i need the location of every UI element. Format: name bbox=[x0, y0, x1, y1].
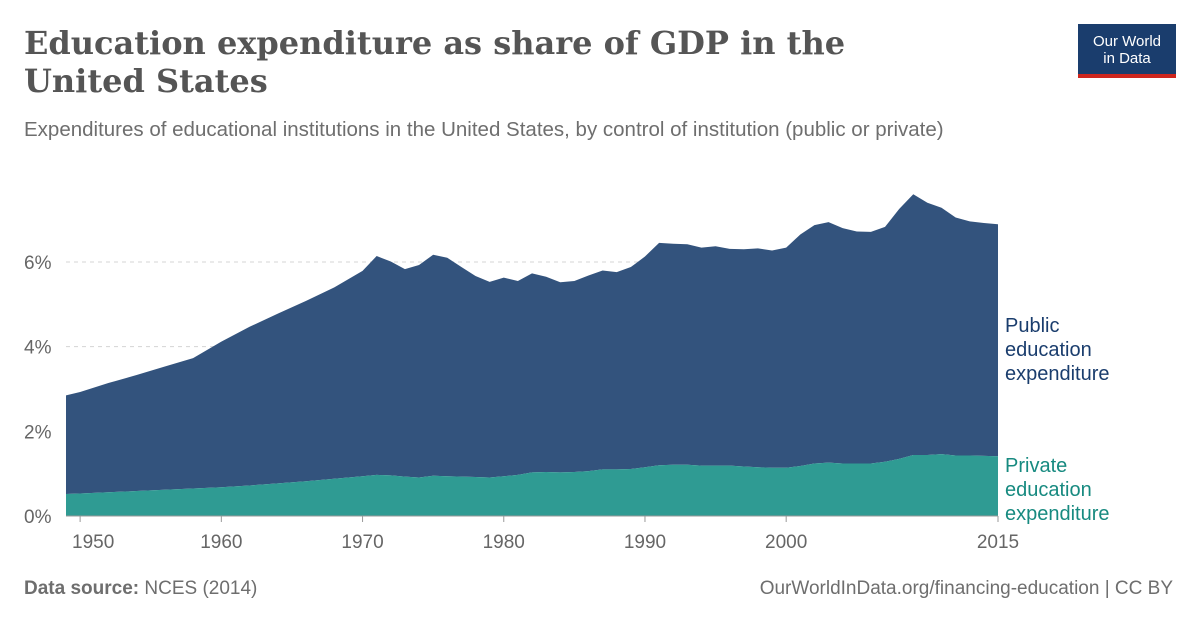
x-tick-label: 1950 bbox=[72, 532, 114, 553]
public-expenditure-area[interactable] bbox=[66, 194, 998, 494]
logo-line-2: in Data bbox=[1103, 50, 1151, 67]
source-text: NCES (2014) bbox=[144, 578, 258, 599]
x-tick-label: 1960 bbox=[200, 532, 242, 553]
owid-logo[interactable]: Our World in Data bbox=[1078, 24, 1176, 78]
x-axis-ticks: 1950 1960 1970 1980 1990 2000 2015 bbox=[72, 516, 1019, 553]
series-label: Private education expenditure bbox=[1005, 455, 1110, 525]
y-tick-label: 2% bbox=[24, 422, 52, 443]
source-url[interactable]: OurWorldInData.org/financing-education |… bbox=[759, 578, 1173, 599]
chart-subtitle: Expenditures of educational institutions… bbox=[24, 118, 944, 141]
area-layer bbox=[66, 194, 998, 516]
x-tick-label: 1990 bbox=[624, 532, 666, 553]
y-tick-label: 6% bbox=[24, 253, 52, 274]
data-source: Data source: NCES (2014) bbox=[24, 578, 257, 600]
x-tick-label: 1970 bbox=[341, 532, 383, 553]
y-axis-ticks: 0% 2% 4% 6% bbox=[24, 253, 52, 528]
series-labels: Public education expenditure Private educati… bbox=[1005, 315, 1110, 525]
x-tick-label: 1980 bbox=[483, 532, 525, 553]
chart-title: Education expenditure as share of GDP in… bbox=[24, 24, 846, 100]
y-tick-label: 4% bbox=[24, 338, 52, 359]
series-label: Public education expenditure bbox=[1005, 315, 1110, 385]
x-tick-label: 2015 bbox=[977, 532, 1019, 553]
y-tick-label: 0% bbox=[24, 507, 52, 528]
source-label: Data source: bbox=[24, 578, 140, 599]
logo-line-1: Our World bbox=[1092, 33, 1162, 50]
x-tick-label: 2000 bbox=[765, 532, 807, 553]
private-expenditure-area[interactable] bbox=[66, 454, 998, 516]
